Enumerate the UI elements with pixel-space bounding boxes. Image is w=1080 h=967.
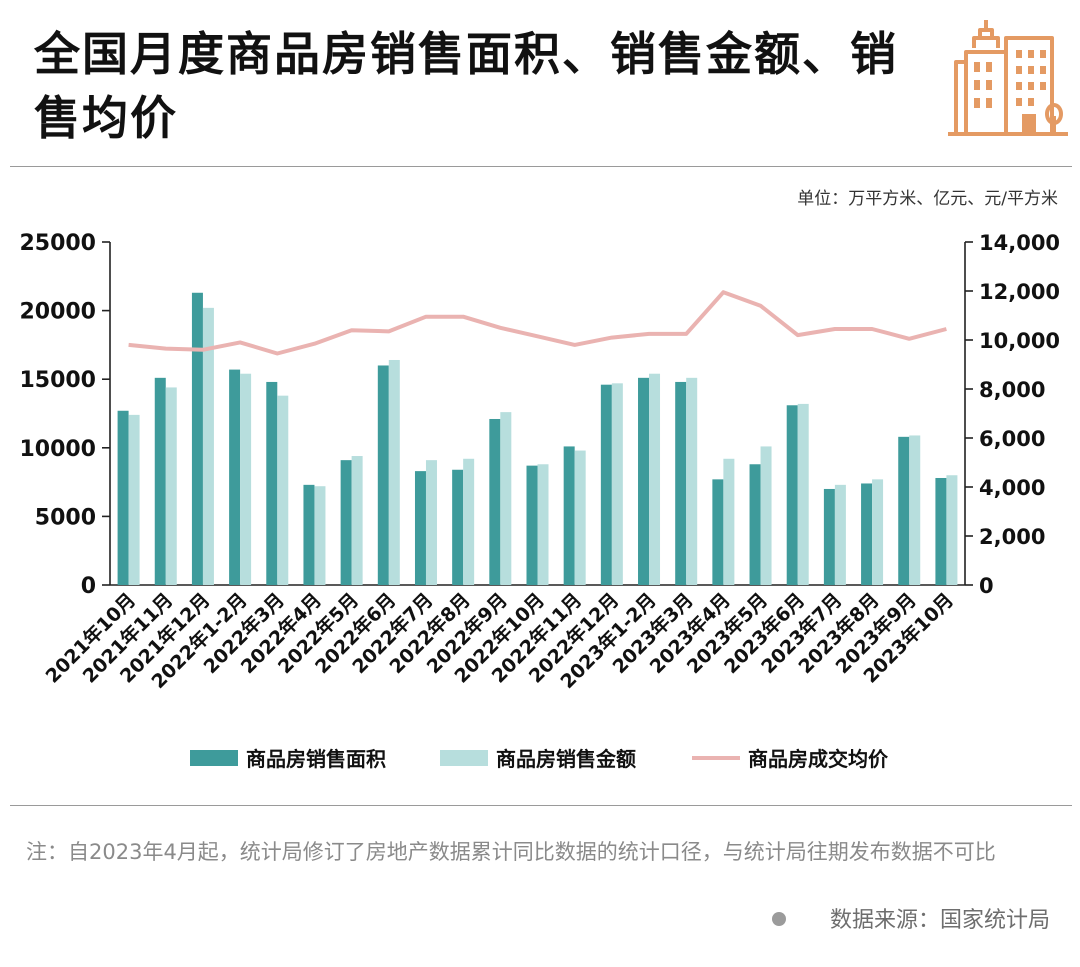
left-tick-label: 15000 (19, 368, 96, 393)
bar-sales-area (452, 469, 464, 585)
right-tick-label: 2,000 (979, 525, 1045, 549)
bar-sales-amount (611, 383, 623, 585)
bar-sales-area (154, 377, 166, 585)
right-tick-label: 6,000 (979, 427, 1045, 451)
chart-bars (117, 292, 958, 585)
right-tick-label: 0 (979, 574, 994, 598)
page-title: 全国月度商品房销售面积、销售金额、销售均价 (34, 27, 898, 145)
bar-sales-amount (463, 458, 475, 585)
bar-sales-amount (723, 458, 735, 585)
sales-chart: 0 5000 10000 15000 20000 25000 0 2,000 4,000 6,00… (19, 231, 1060, 771)
right-tick-label: 8,000 (979, 378, 1045, 402)
left-tick-label: 10000 (19, 437, 96, 462)
right-tick-label: 10,000 (979, 329, 1060, 353)
bar-sales-amount (277, 395, 289, 585)
source-text: 数据来源：国家统计局 (829, 908, 1050, 933)
bar-sales-area (638, 377, 650, 585)
left-tick-label: 20000 (19, 300, 96, 325)
bar-sales-area (675, 381, 687, 585)
legend-label: 商品房成交均价 (748, 747, 889, 771)
bar-sales-area (935, 477, 947, 585)
bar-sales-area (377, 365, 389, 585)
bar-sales-amount (240, 373, 252, 585)
right-tick-label: 14,000 (979, 231, 1060, 255)
bar-sales-amount (797, 403, 809, 585)
bar-sales-area (786, 405, 798, 585)
bar-sales-area (266, 381, 278, 585)
bar-sales-area (712, 479, 724, 585)
x-axis-labels: 2021年10月2021年11月2021年12月2022年1-2月2022年3月… (41, 588, 958, 693)
bar-sales-area (117, 410, 129, 585)
bar-sales-area (191, 292, 203, 585)
bar-sales-amount (202, 307, 214, 585)
bar-sales-amount (834, 484, 846, 585)
bar-sales-area (489, 418, 501, 585)
legend-swatch (190, 750, 238, 766)
line-avg-price (128, 290, 947, 356)
bar-sales-area (340, 460, 352, 585)
bar-sales-amount (872, 479, 884, 585)
bar-sales-amount (686, 377, 698, 585)
bar-sales-area (303, 484, 315, 585)
bar-sales-area (229, 369, 241, 585)
bar-sales-area (563, 446, 575, 585)
bar-sales-area (414, 471, 426, 585)
data-source: 数据来源：国家统计局 (771, 902, 1050, 934)
bar-sales-area (600, 384, 612, 585)
legend-label: 商品房销售面积 (246, 747, 386, 771)
header-divider (10, 166, 1072, 167)
right-tick-label: 12,000 (979, 280, 1060, 304)
footer-divider (10, 805, 1072, 806)
bar-sales-amount (351, 456, 363, 585)
right-tick-label: 4,000 (979, 476, 1045, 500)
bar-sales-amount (425, 460, 437, 585)
bar-sales-area (749, 464, 761, 585)
bar-sales-area (898, 436, 910, 585)
bar-sales-amount (165, 387, 177, 585)
legend-label: 商品房销售金额 (496, 747, 636, 771)
bar-sales-area (823, 488, 835, 585)
bar-sales-amount (537, 464, 549, 585)
legend-swatch (440, 750, 488, 766)
bar-sales-amount (760, 446, 772, 585)
bar-sales-area (861, 483, 873, 585)
chart-legend: 商品房销售面积 商品房销售金额 商品房成交均价 (190, 747, 889, 771)
building-logo-icon (948, 20, 1068, 136)
bar-sales-amount (649, 373, 661, 585)
bar-sales-area (526, 465, 538, 585)
footnote: 注：自2023年4月起，统计局修订了房地产数据累计同比数据的统计口径，与统计局往… (26, 840, 996, 864)
left-tick-label: 25000 (19, 231, 96, 256)
bar-sales-amount (388, 359, 400, 585)
unit-note: 单位：万平方米、亿元、元/平方米 (797, 189, 1058, 209)
bar-sales-amount (909, 435, 921, 585)
bar-sales-amount (946, 475, 958, 585)
left-tick-label: 5000 (35, 505, 96, 530)
left-tick-label: 0 (81, 574, 96, 599)
chart-axes: 0 5000 10000 15000 20000 25000 0 2,000 4,000 6,00… (19, 231, 1060, 599)
bar-sales-amount (574, 450, 586, 585)
bar-sales-amount (500, 412, 512, 585)
bar-sales-amount (128, 414, 140, 585)
price-line-layer (128, 290, 947, 356)
bullet-dot-icon (771, 912, 786, 926)
bar-sales-amount (314, 486, 326, 585)
